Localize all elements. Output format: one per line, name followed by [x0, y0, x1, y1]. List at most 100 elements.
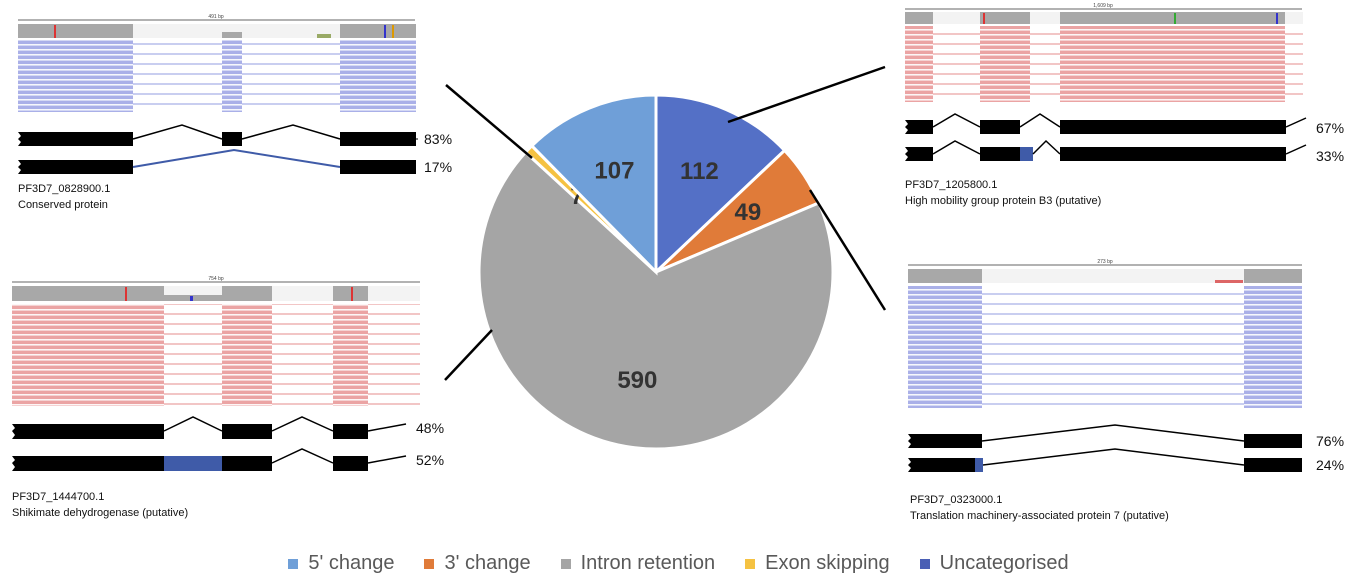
- chart-legend: 5' change 3' change Intron retention Exon s…: [0, 552, 1357, 575]
- retained-segment: [975, 458, 983, 472]
- isoform-2: 33%: [905, 139, 1344, 164]
- reads-block: [222, 40, 242, 112]
- variant-mark: [384, 25, 386, 38]
- reads-block: [908, 286, 982, 408]
- example-panel-bottom-left: 754 bp 48% 52%: [12, 276, 444, 519]
- reads-block: [340, 40, 416, 112]
- legend-swatch: [919, 558, 930, 569]
- isoform-2-percent: 17%: [424, 159, 452, 175]
- gene-id: PF3D7_0323000.1: [910, 494, 1002, 506]
- coverage-block: [980, 12, 1030, 24]
- isoform-2: 52%: [12, 448, 444, 471]
- slice-value-label: 107: [594, 157, 634, 184]
- exon: [905, 147, 933, 161]
- connector-lines: [444, 65, 887, 381]
- pct-leader: [367, 423, 407, 432]
- span-label: 273 bp: [1097, 259, 1113, 265]
- gene-id: PF3D7_1205800.1: [905, 179, 997, 191]
- reads-block: [1244, 286, 1302, 408]
- exon: [333, 424, 368, 439]
- exon: [980, 120, 1020, 134]
- pct-leader: [1285, 117, 1307, 128]
- reads-block: [905, 26, 933, 102]
- legend-swatch: [560, 558, 571, 569]
- gene-id: PF3D7_1444700.1: [12, 491, 104, 503]
- coverage-block: [18, 24, 133, 38]
- variant-mark: [983, 13, 985, 24]
- coverage-block: [905, 12, 933, 24]
- coverage-block: [340, 24, 416, 38]
- legend-label: Intron retention: [580, 552, 716, 574]
- coverage-block: [222, 286, 272, 301]
- span-label: 1,609 bp: [1093, 3, 1113, 9]
- reads-block: [222, 304, 272, 406]
- legend-item: 3' change: [424, 552, 531, 575]
- junction-line: [271, 416, 334, 432]
- exon: [222, 424, 272, 439]
- variant-mark: [54, 25, 56, 38]
- isoform-2: 24%: [908, 448, 1344, 473]
- junction-line: [271, 448, 334, 464]
- pie-slice-uncategorised: [654, 93, 787, 276]
- legend-label: Exon skipping: [765, 552, 890, 574]
- coverage-block: [222, 32, 242, 38]
- reads-block: [133, 40, 222, 112]
- coverage-block: [1244, 269, 1302, 283]
- coverage-block: [333, 286, 368, 301]
- connector-top-left: [445, 84, 533, 159]
- variant-mark: [317, 34, 331, 38]
- pct-leader: [367, 455, 407, 464]
- exon: [18, 132, 133, 146]
- reads-block: [1285, 26, 1303, 102]
- exon: [340, 132, 416, 146]
- legend-item: Intron retention: [560, 552, 716, 575]
- retained-segment: [1020, 147, 1033, 161]
- gene-name: Translation machinery-associated protein…: [910, 510, 1169, 522]
- junction-line: [1032, 139, 1061, 155]
- junction-line: [932, 113, 981, 128]
- junction-line: [932, 140, 981, 155]
- isoform-1: 48%: [12, 416, 444, 439]
- isoform-1: 67%: [905, 113, 1344, 136]
- reads-block: [933, 26, 980, 102]
- reads-block: [18, 40, 133, 112]
- exon: [1244, 458, 1302, 472]
- coverage-block: [12, 286, 164, 301]
- exon: [12, 456, 164, 471]
- isoform-1-percent: 83%: [424, 131, 452, 147]
- legend-label: Uncategorised: [939, 552, 1069, 574]
- exon: [222, 132, 242, 146]
- exon: [980, 147, 1020, 161]
- variant-mark: [351, 287, 353, 301]
- coverage-track: [908, 269, 1302, 283]
- junction-line: [132, 148, 341, 168]
- reads-block: [333, 304, 368, 406]
- isoform-2-percent: 33%: [1316, 148, 1344, 164]
- slice-value-label: 112: [680, 158, 719, 185]
- variant-mark: [392, 25, 394, 38]
- pct-leader: [1285, 144, 1307, 155]
- junction-line: [241, 124, 341, 140]
- junction-line: [132, 124, 223, 140]
- isoform-1: 83%: [18, 124, 452, 147]
- connector-bottom-left: [444, 329, 493, 381]
- junction-line: [982, 448, 1245, 466]
- slice-value-label: 590: [617, 367, 657, 394]
- exon: [1060, 120, 1286, 134]
- isoform-1: 76%: [908, 424, 1344, 449]
- pie-slice-intron-retention: [477, 150, 835, 451]
- connector-top-right: [727, 65, 886, 124]
- exon: [1060, 147, 1286, 161]
- reads-block: [980, 26, 1030, 102]
- gene-name: High mobility group protein B3 (putative…: [905, 195, 1101, 207]
- connector-bottom-right: [808, 189, 887, 311]
- isoform-2: 17%: [18, 148, 452, 175]
- junction-line: [981, 424, 1245, 442]
- coverage-block: [908, 269, 982, 283]
- legend-label: 5' change: [308, 552, 395, 574]
- isoform-1-percent: 76%: [1316, 433, 1344, 449]
- legend-item: Exon skipping: [745, 552, 890, 575]
- exon: [908, 434, 982, 448]
- legend-swatch: [288, 558, 299, 569]
